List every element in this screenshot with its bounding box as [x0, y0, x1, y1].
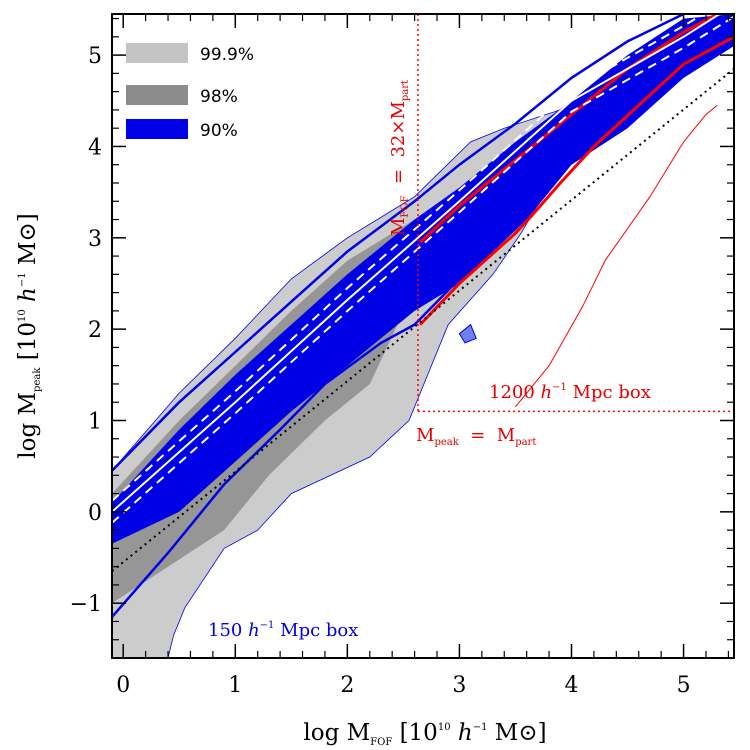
axis-ticks: 0 1 2 3 4 5 −1 0 1 2 3 4 5: [70, 14, 734, 698]
y-tick-label: 1: [88, 409, 102, 434]
legend-swatch-98: [126, 85, 188, 105]
annotation-mfof-threshold: MFOF = 32×Mpart: [388, 80, 411, 236]
y-tick-label: 3: [88, 227, 102, 252]
region-island: [458, 323, 477, 344]
dashed-lower-line: [112, 15, 734, 524]
annotation-box-large: 1200 h−1 Mpc box: [489, 382, 651, 403]
y-tick-label: 5: [88, 44, 102, 69]
x-tick-label: 1: [228, 673, 242, 698]
legend-label-90: 90%: [200, 121, 238, 141]
legend: 99.9% 98% 90%: [126, 43, 254, 141]
y-tick-label: −1: [70, 592, 102, 617]
y-axis-label: log Mpeak [1010 h−1 M⊙]: [15, 213, 43, 458]
x-tick-label: 2: [340, 673, 354, 698]
red-thin-contour: [515, 104, 718, 408]
legend-swatch-999: [126, 43, 188, 63]
annotation-box-small: 150 h−1 Mpc box: [208, 620, 358, 641]
legend-label-999: 99.9%: [200, 45, 254, 65]
y-tick-label: 4: [88, 135, 102, 160]
x-tick-label: 0: [116, 673, 130, 698]
x-axis-label: log MFOF [1010 h−1 M⊙]: [303, 720, 546, 748]
x-tick-label: 3: [452, 673, 466, 698]
plot-frame: [111, 13, 735, 659]
one-to-one-line: [112, 68, 734, 572]
red-contour-lower: [419, 35, 734, 326]
legend-swatch-90: [126, 119, 188, 139]
dashed-upper-line: [112, 14, 706, 502]
y-tick-label: 0: [88, 501, 102, 526]
annotation-mpeak-threshold: Mpeak = Mpart: [416, 425, 536, 448]
relation-lines: [112, 14, 734, 618]
region-90-percent: [112, 14, 734, 544]
contour-upper: [112, 14, 685, 472]
contour-lower: [112, 67, 685, 618]
x-tick-label: 4: [564, 673, 578, 698]
x-tick-label: 5: [677, 673, 691, 698]
median-line: [112, 14, 722, 513]
y-tick-label: 2: [88, 318, 102, 343]
distribution-regions: [112, 14, 734, 658]
plot-area: 0 1 2 3 4 5 −1 0 1 2 3 4 5: [70, 13, 735, 698]
legend-label-98: 98%: [200, 87, 238, 107]
red-contour-upper: [419, 14, 718, 244]
